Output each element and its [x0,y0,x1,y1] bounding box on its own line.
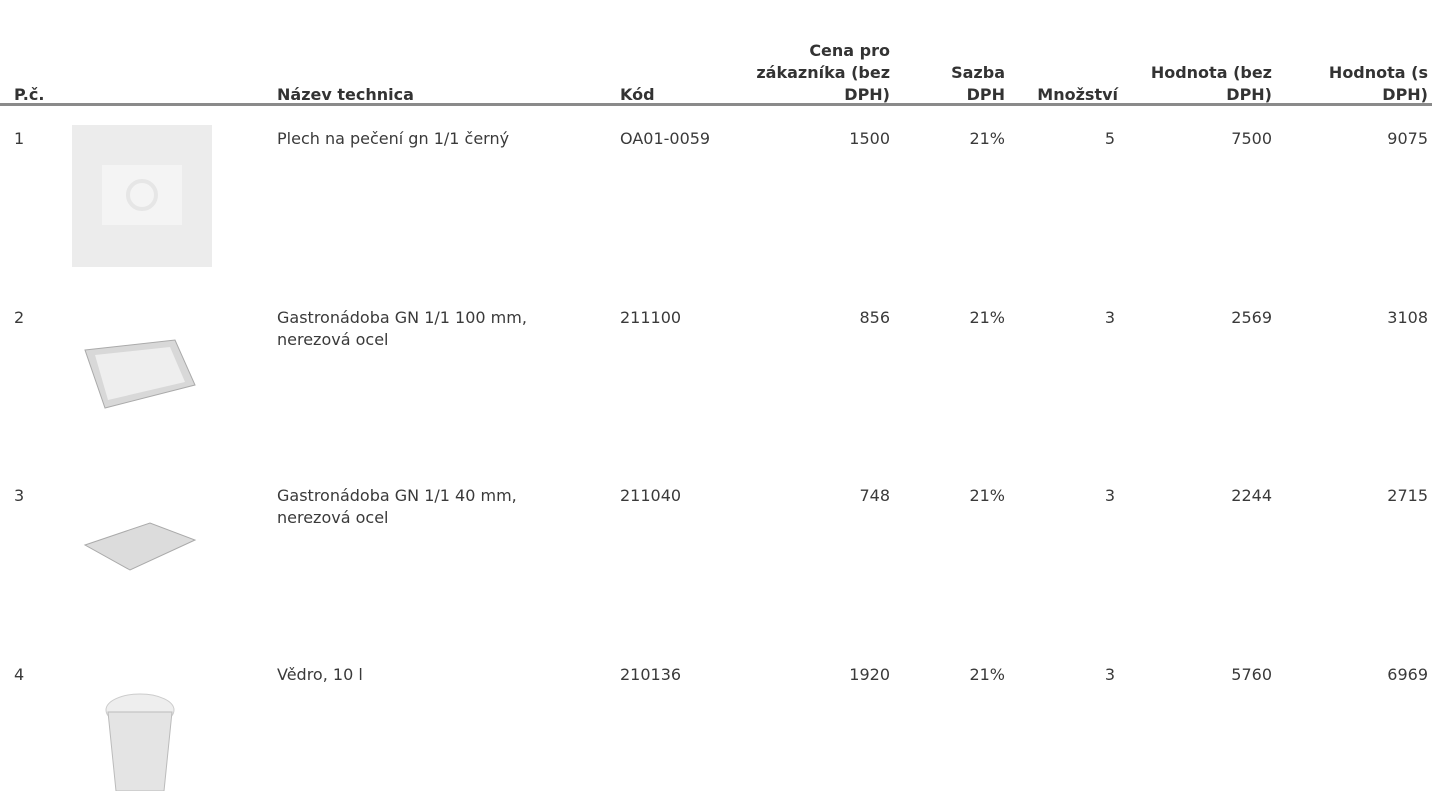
table-cell: 7500 [1231,129,1272,148]
table-cell: 21% [969,664,1005,684]
table-cell: Gastronádoba GN 1/1 40 mm, nerezová ocel [277,486,517,527]
table-cell: 210136 [620,664,682,684]
table-cell: Plech na pečení gn 1/1 černý [277,129,510,148]
product-image [84,339,196,409]
table-cell: 21% [969,486,1005,505]
table-cell: 3 [1104,664,1115,684]
table-cell: 1 [14,129,25,148]
header-cell: Hodnota (s DPH) [1328,63,1428,104]
table-cell: 211100 [620,307,682,327]
header-cell: Sazba DPH [951,63,1005,104]
table-cell: OA01-0059 [620,129,711,148]
table-cell: 9075 [1387,129,1428,148]
header-rule [0,103,1432,106]
table-cell: Vědro, 10 l [277,664,363,684]
table-cell: 21% [969,307,1005,327]
header-cell: Cena pro zákazníka (bez DPH) [756,41,890,104]
table-cell: 5 [1104,129,1115,148]
table-cell: 1500 [849,129,890,148]
header-cell: Množství [1037,85,1118,104]
table-cell: 2244 [1231,486,1272,505]
table-cell: 3 [14,486,25,505]
product-image [105,693,175,791]
table-cell: 2715 [1387,486,1428,505]
table-cell: 748 [859,486,890,505]
table-cell: 1920 [849,664,890,684]
product-image [83,522,197,571]
header-cell: Hodnota (bez DPH) [1150,63,1272,104]
table-cell: 211040 [620,486,682,505]
product-image [72,125,212,267]
table-cell: Gastronádoba GN 1/1 100 mm, nerezová oce… [277,307,527,349]
table-cell: 2 [14,307,25,327]
table-cell: 21% [969,129,1005,148]
table-cell: 6969 [1387,664,1428,684]
table-cell: 3108 [1387,307,1428,327]
table-cell: 5760 [1231,664,1272,684]
header-cell: Kód [620,85,655,104]
table-cell: 856 [859,307,890,327]
table-cell: 3 [1104,307,1115,327]
header-cell: P.č. [14,85,45,104]
table-cell: 4 [14,664,25,684]
header-cell: Název technica [277,85,414,104]
table-cell: 3 [1104,486,1115,505]
table-cell: 2569 [1231,307,1272,327]
